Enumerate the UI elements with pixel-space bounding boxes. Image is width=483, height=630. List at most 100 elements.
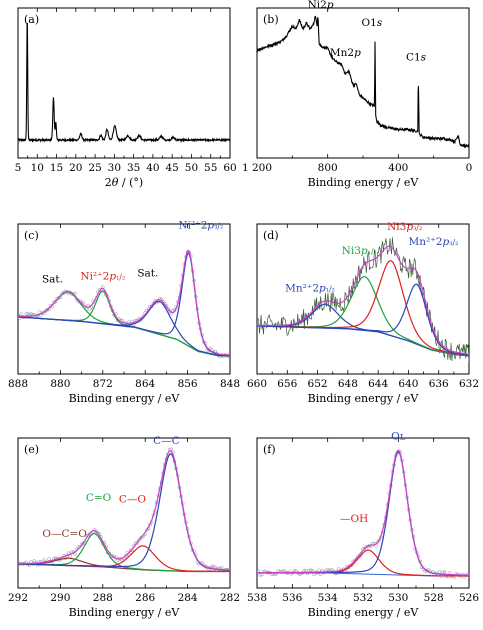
x-tick-label: 286 (135, 592, 155, 604)
x-tick-label: 50 (185, 162, 198, 174)
peak-annotation: Mn2p (330, 47, 361, 59)
peak-annotation: O—C=O (42, 528, 87, 540)
x-tick-label: 282 (220, 592, 240, 604)
data-point (24, 312, 28, 316)
peak-annotation: C—O (119, 494, 147, 506)
data-point (45, 307, 50, 312)
data-point (19, 312, 24, 316)
x-tick-label: 872 (93, 378, 113, 390)
survey-spectrum-line (257, 15, 469, 149)
data-point (135, 541, 139, 545)
peak-annotation: C—C (153, 435, 180, 447)
x-tick-label: 632 (459, 378, 479, 390)
x-tick-label: 856 (178, 378, 198, 390)
x-tick-label: 532 (353, 592, 373, 604)
peak-annotation: Sat. (137, 268, 158, 280)
peak-annotation: Mn²⁺2p₃/₂ (409, 236, 459, 248)
peak-annotation: —OH (340, 513, 368, 525)
x-axis-label: Binding energy / eV (69, 392, 181, 405)
x-tick-label: 530 (388, 592, 408, 604)
x-tick-label: 660 (247, 378, 267, 390)
panel-e: 292 290 288 286 284 282 Binding energy / eV (e)… (8, 435, 240, 619)
data-point (73, 552, 77, 556)
x-tick-label: 534 (318, 592, 338, 604)
x-tick-label: 288 (93, 592, 113, 604)
data-point (257, 569, 259, 574)
data-point (123, 554, 128, 558)
data-point (198, 561, 203, 565)
x-tick-label: 25 (88, 162, 101, 174)
x-tick-label: 400 (388, 162, 408, 174)
x-axis-label: Binding energy / eV (69, 606, 181, 619)
panel-f: 538 536 534 532 530 528 526 Binding energy / eV… (247, 431, 479, 620)
peak-annotation: O1s (361, 17, 382, 29)
panel-label: (f) (263, 443, 276, 456)
x-tick-label: 648 (338, 378, 358, 390)
peak-annotation: C=O (86, 492, 112, 504)
x-tick-label: 888 (8, 378, 28, 390)
x-axis-label: 2θ / (°) (105, 176, 143, 189)
peak-annotation: Ni²⁺2p₃/₂ (178, 220, 223, 232)
x-axis-label: Binding energy / eV (308, 606, 420, 619)
component-peak (18, 291, 230, 357)
panel-label: (d) (263, 229, 279, 242)
peak-annotation: Mn²⁺2p₁/₂ (285, 283, 335, 295)
panel-c: 888 880 872 864 856 848 Binding energy / eV (c)… (8, 220, 240, 406)
x-tick-label: 10 (31, 162, 44, 174)
plot-frame (17, 7, 231, 159)
x-tick-label: 526 (459, 592, 479, 604)
x-tick-label: 656 (277, 378, 297, 390)
x-tick-label: 5 (15, 162, 22, 174)
x-tick-label: 290 (50, 592, 70, 604)
x-tick-label: 55 (204, 162, 217, 174)
data-point (364, 545, 369, 549)
x-tick-label: 1 200 (242, 162, 272, 174)
x-tick-label: 640 (398, 378, 418, 390)
data-point (437, 570, 442, 574)
x-tick-label: 284 (178, 592, 198, 604)
x-tick-label: 536 (282, 592, 302, 604)
component-peak (18, 300, 230, 357)
x-tick-label: 800 (318, 162, 338, 174)
data-point (317, 568, 321, 573)
data-point (18, 313, 20, 317)
data-point (57, 296, 61, 300)
x-axis-label: Binding energy / eV (308, 392, 420, 405)
x-tick-label: 15 (50, 162, 63, 174)
x-tick-label: 292 (8, 592, 28, 604)
x-tick-label: 35 (127, 162, 140, 174)
x-tick-label: 0 (466, 162, 473, 174)
envelope-line (18, 450, 230, 571)
data-point (37, 310, 41, 314)
panel-d: 660 656 652 648 644 640 636 632 Binding energy /… (247, 221, 479, 405)
x-tick-label: 636 (429, 378, 449, 390)
peak-annotation: Ni²⁺2p₁/₂ (80, 271, 125, 283)
x-tick-label: 40 (146, 162, 159, 174)
x-tick-label: 60 (223, 162, 236, 174)
data-point (228, 352, 230, 356)
panel-label: (e) (24, 443, 39, 456)
panel-b: 1 200 800 400 0 Binding energy / eV (b) Ni2p Mn… (242, 0, 472, 189)
peak-annotation: Oʟ (391, 431, 406, 443)
peak-annotation: Ni3p₁/₂ (342, 245, 377, 257)
data-point (81, 300, 85, 305)
x-tick-label: 528 (424, 592, 444, 604)
x-tick-label: 20 (69, 162, 82, 174)
data-point (110, 554, 115, 559)
envelope-line (257, 245, 469, 355)
data-point (442, 570, 447, 574)
x-tick-label: 30 (108, 162, 121, 174)
envelope-line (18, 249, 230, 356)
peak-annotation: C1s (406, 52, 427, 64)
peak-annotation: Ni2p (308, 0, 334, 11)
x-axis-label: Binding energy / eV (308, 176, 420, 189)
data-point (78, 545, 82, 549)
data-point (47, 557, 51, 561)
component-peak (257, 283, 469, 356)
x-tick-label: 652 (308, 378, 328, 390)
panel-label: (b) (263, 13, 279, 26)
xrd-pattern-line (18, 22, 230, 143)
data-point (447, 571, 452, 575)
x-tick-label: 880 (50, 378, 70, 390)
